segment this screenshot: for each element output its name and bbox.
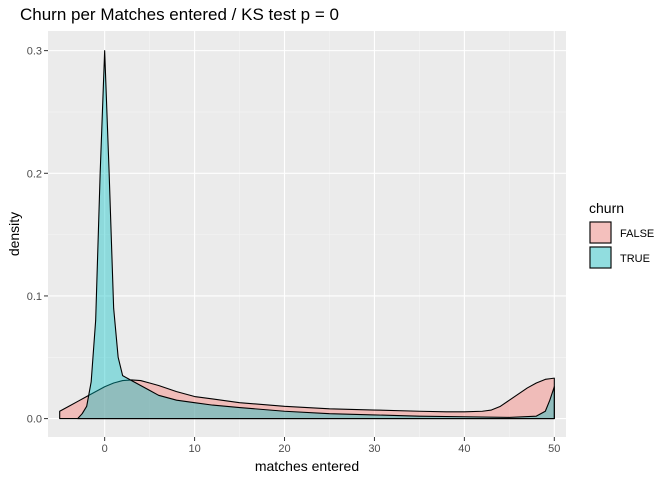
legend-key-background	[589, 246, 612, 269]
legend-title: churn	[589, 200, 624, 216]
legend-label-false: FALSE	[620, 228, 654, 240]
legend: churn FALSE TRUE	[589, 200, 654, 269]
legend-key-background	[589, 221, 612, 244]
density-area-true	[77, 50, 555, 420]
legend-label-true: TRUE	[620, 253, 650, 265]
x-tick-label: 20	[278, 443, 290, 455]
legend-swatch-false	[589, 221, 612, 244]
x-tick-label: 40	[458, 443, 470, 455]
y-axis-ticks: 0.0 0.1 0.2 0.3	[27, 46, 48, 426]
y-tick-label: 0.2	[27, 168, 42, 180]
density-area-false	[59, 377, 555, 420]
x-tick-label: 30	[368, 443, 380, 455]
y-tick-label: 0.3	[27, 46, 42, 58]
plot-panel	[48, 31, 566, 437]
density-areas	[59, 50, 555, 420]
chart-title: Churn per Matches entered / KS test p = …	[20, 5, 339, 24]
grid-lines	[48, 31, 566, 437]
x-axis-title: matches entered	[255, 458, 359, 474]
y-tick-label: 0.0	[27, 414, 42, 426]
x-axis-ticks: 0 10 20 30 40 50	[102, 437, 560, 455]
y-tick-label: 0.1	[27, 291, 42, 303]
legend-swatch-true	[589, 246, 612, 269]
x-tick-label: 10	[188, 443, 200, 455]
y-axis-title: density	[6, 212, 22, 256]
x-tick-label: 0	[102, 443, 108, 455]
x-tick-label: 50	[548, 443, 560, 455]
